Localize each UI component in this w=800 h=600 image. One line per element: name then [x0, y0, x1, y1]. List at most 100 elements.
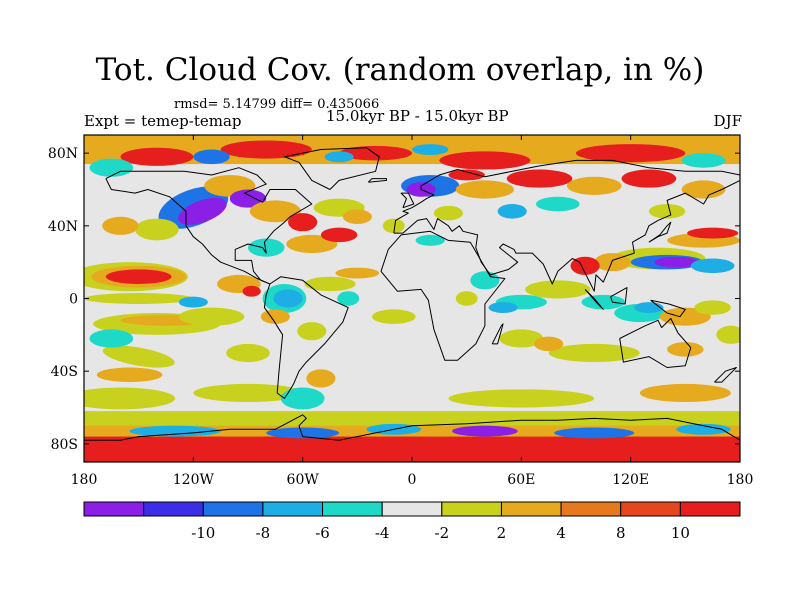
- anomaly-region: [581, 294, 626, 310]
- anomaly-region: [229, 189, 267, 208]
- colorbar-label: 2: [497, 524, 507, 542]
- lon-tick-label: 60E: [507, 472, 535, 488]
- anomaly-region: [286, 234, 338, 254]
- colorbar-swatch: [143, 501, 204, 517]
- coastline: [105, 167, 313, 285]
- anomaly-region: [96, 367, 163, 383]
- anomaly-region: [105, 269, 172, 284]
- colorbar-label: -4: [375, 524, 390, 542]
- colorbar-label: -2: [435, 524, 450, 542]
- colorbar-swatch: [500, 501, 562, 517]
- season-label: DJF: [713, 112, 742, 130]
- colorbar-swatch: [381, 501, 443, 517]
- anomaly-region: [535, 196, 580, 212]
- anomaly-region: [639, 383, 731, 403]
- anomaly-region: [337, 291, 360, 306]
- anomaly-region: [242, 285, 261, 297]
- anomaly-region: [634, 302, 664, 314]
- anomaly-region: [548, 343, 640, 363]
- colorbar-label: -6: [315, 524, 330, 542]
- anomaly-region: [320, 227, 358, 243]
- lon-tick-label: 60W: [287, 472, 320, 488]
- anomaly-region: [676, 423, 731, 435]
- anomaly-region: [193, 383, 303, 403]
- colorbar-swatch: [83, 501, 145, 517]
- anomaly-region: [716, 325, 740, 344]
- anomaly-region: [554, 427, 635, 439]
- coastline: [650, 299, 686, 318]
- coastline: [393, 159, 740, 292]
- anomaly-region: [499, 329, 544, 348]
- anomaly-region: [120, 147, 194, 166]
- anomaly-region: [342, 209, 372, 225]
- colorbar-label: 8: [616, 524, 626, 542]
- anomaly-region: [297, 322, 327, 341]
- lat-tick-label: 80N: [48, 146, 78, 162]
- anomaly-region: [497, 204, 527, 219]
- lat-tick-label: 40S: [51, 364, 78, 380]
- anomaly-region: [89, 329, 134, 348]
- anomaly-region: [455, 180, 515, 199]
- anomaly-region: [654, 256, 699, 268]
- anomaly-region: [226, 343, 270, 363]
- lat-tick-label: 0: [69, 292, 78, 308]
- coastline: [619, 318, 692, 368]
- anomaly-region: [690, 258, 735, 274]
- anomaly-region: [667, 342, 704, 357]
- anomaly-region: [129, 425, 221, 437]
- anomaly-region: [304, 276, 356, 292]
- anomaly-region: [681, 180, 726, 199]
- anomaly-region: [248, 238, 285, 257]
- anomaly-region: [648, 204, 686, 219]
- lon-tick-label: 120E: [612, 472, 649, 488]
- anomaly-region: [524, 280, 591, 299]
- anomaly-region: [102, 345, 175, 368]
- colorbar-swatch: [441, 501, 502, 517]
- lon-tick-label: 0: [408, 472, 417, 488]
- coastline: [714, 367, 737, 383]
- anomaly-region: [266, 427, 340, 439]
- axis-ticks: 180 120W 60W 0 60E 120E 180 80N 40N 0 40S 80S: [48, 135, 753, 488]
- coastline: [380, 230, 506, 361]
- cloud-anomaly-field: [84, 135, 740, 462]
- stats-label: rmsd= 5.14799 diff= 0.435066: [174, 97, 380, 112]
- coastline: [400, 192, 415, 209]
- period-label: 15.0kyr BP - 15.0kyr BP: [326, 107, 509, 125]
- anomaly-region: [339, 145, 412, 161]
- anomaly-region: [694, 300, 731, 315]
- anomaly-region: [455, 291, 478, 306]
- coastline: [367, 178, 387, 183]
- anomaly-region: [89, 158, 134, 177]
- colorbar-label: -10: [191, 524, 215, 542]
- anomaly-region: [193, 149, 230, 165]
- anomaly-region: [273, 289, 303, 308]
- lon-tick-label: 180: [71, 472, 98, 488]
- lon-tick-label: 180: [727, 472, 754, 488]
- anomaly-region: [439, 151, 531, 170]
- anomaly-region: [448, 169, 485, 181]
- anomaly-region: [371, 309, 416, 324]
- coastline: [584, 289, 604, 310]
- coastline: [491, 323, 504, 345]
- anomaly-region: [452, 425, 518, 437]
- colorbar-swatch: [322, 501, 383, 517]
- anomaly-region: [324, 151, 354, 163]
- anomaly-region: [448, 389, 595, 408]
- colorbar-swatch: [679, 501, 741, 517]
- anomaly-region: [415, 234, 445, 246]
- anomaly-region: [84, 387, 176, 410]
- colorbar-swatch: [202, 501, 264, 517]
- coastline: [610, 287, 628, 305]
- anomaly-region: [534, 336, 564, 352]
- anomaly-region: [288, 213, 318, 232]
- colorbar-label: 4: [556, 524, 566, 542]
- colorbar-swatch: [262, 501, 324, 517]
- anomaly-region: [506, 169, 573, 188]
- anomaly-region: [382, 218, 405, 234]
- colorbar-swatch: [560, 501, 622, 517]
- anomaly-region: [280, 387, 325, 410]
- anomaly-region: [178, 307, 245, 326]
- coastline: [283, 147, 380, 190]
- coastlines: [84, 147, 740, 441]
